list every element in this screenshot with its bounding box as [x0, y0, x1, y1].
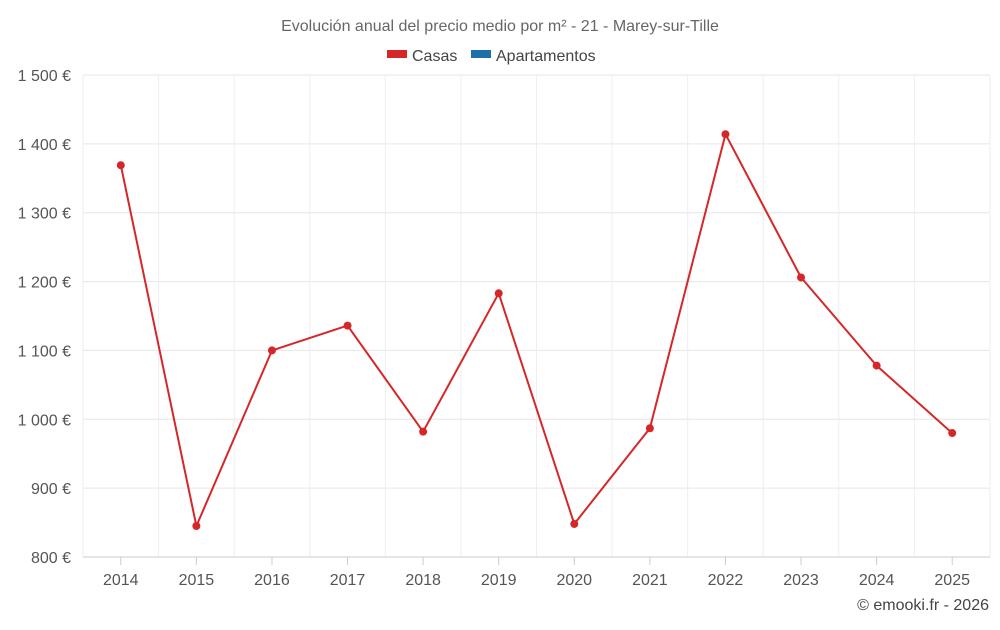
data-point-casas — [797, 273, 806, 282]
data-point-casas — [570, 519, 579, 528]
data-point-casas — [343, 321, 352, 330]
x-tick-label: 2019 — [481, 572, 517, 589]
x-tick-label: 2024 — [859, 572, 895, 589]
y-axis: 800 € 900 € 1 000 € 1 100 € 1 200 € 1 300 € 1 … — [18, 68, 71, 567]
legend: Casas Apartamentos — [387, 48, 596, 65]
series-casas — [116, 130, 957, 531]
data-point-casas — [419, 427, 428, 436]
data-point-casas — [872, 361, 881, 370]
data-point-casas — [948, 429, 957, 438]
chart-title: Evolución anual del precio medio por m² … — [281, 18, 719, 35]
legend-swatch-casas — [387, 50, 407, 58]
x-tick-label: 2025 — [934, 572, 970, 589]
x-tick-label: 2014 — [103, 572, 139, 589]
y-tick-label: 1 400 € — [18, 137, 71, 154]
y-tick-label: 800 € — [31, 550, 71, 567]
credit-text: © emooki.fr - 2026 — [857, 597, 989, 614]
x-tick-label: 2022 — [708, 572, 744, 589]
data-point-casas — [116, 161, 125, 170]
y-tick-label: 900 € — [31, 481, 71, 498]
data-point-casas — [494, 289, 503, 298]
x-tick-label: 2015 — [179, 572, 215, 589]
legend-swatch-apartamentos — [471, 50, 491, 58]
data-point-casas — [192, 522, 201, 531]
legend-label-apartamentos: Apartamentos — [496, 48, 596, 65]
data-point-casas — [721, 130, 730, 139]
y-tick-label: 1 500 € — [18, 68, 71, 85]
x-tick-label: 2016 — [254, 572, 290, 589]
x-axis: 2014 2015 2016 2017 2018 2019 2020 2021 2022 2023… — [83, 556, 990, 589]
x-tick-label: 2020 — [556, 572, 592, 589]
x-tick-label: 2021 — [632, 572, 668, 589]
y-tick-label: 1 100 € — [18, 343, 71, 360]
legend-item-casas[interactable]: Casas — [387, 48, 457, 65]
legend-item-apartamentos[interactable]: Apartamentos — [471, 48, 596, 65]
x-tick-label: 2017 — [330, 572, 366, 589]
series-line-casas — [119, 133, 953, 527]
data-point-casas — [645, 424, 654, 433]
y-tick-label: 1 000 € — [18, 412, 71, 429]
y-tick-label: 1 300 € — [18, 206, 71, 223]
grid — [82, 74, 991, 557]
legend-label-casas: Casas — [412, 48, 457, 65]
y-tick-label: 1 200 € — [18, 275, 71, 292]
x-tick-label: 2023 — [783, 572, 819, 589]
x-tick-label: 2018 — [405, 572, 441, 589]
data-point-casas — [267, 346, 276, 355]
